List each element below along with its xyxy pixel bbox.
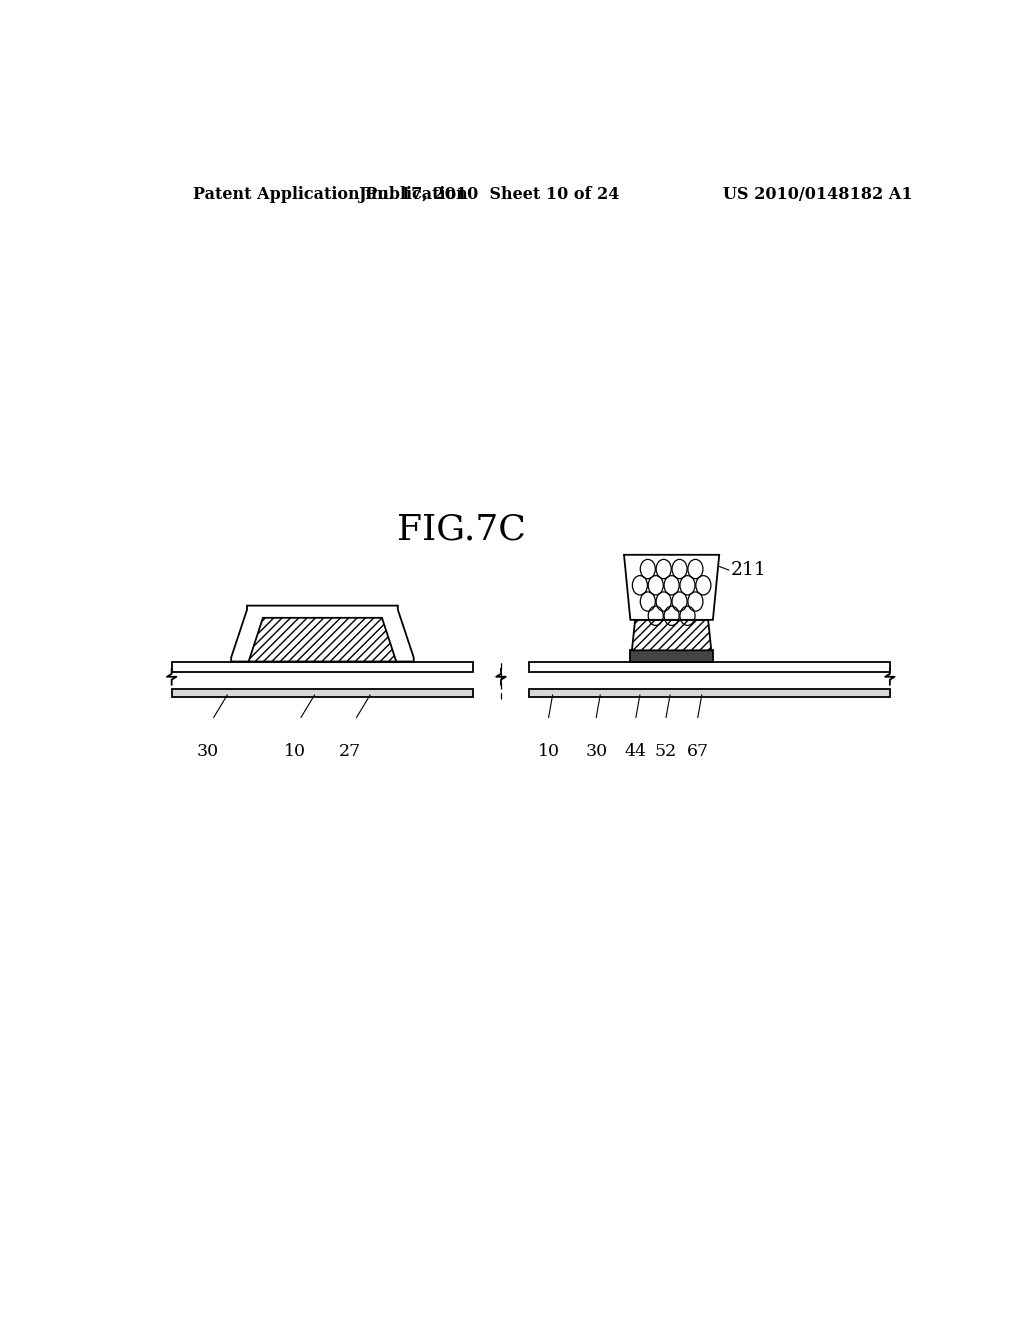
Text: 67: 67 [687, 743, 709, 760]
Text: 52: 52 [655, 743, 677, 760]
Polygon shape [632, 620, 712, 651]
Text: 30: 30 [585, 743, 607, 760]
Bar [631, 651, 713, 661]
Bar [528, 661, 890, 672]
Text: 44: 44 [625, 743, 647, 760]
Bar [172, 689, 473, 697]
Text: 10: 10 [538, 743, 559, 760]
Text: US 2010/0148182 A1: US 2010/0148182 A1 [723, 186, 912, 203]
Bar [172, 661, 473, 672]
Text: 30: 30 [197, 743, 218, 760]
Polygon shape [624, 554, 719, 620]
Text: 211: 211 [731, 561, 767, 579]
Polygon shape [249, 618, 396, 661]
Text: 10: 10 [284, 743, 305, 760]
Polygon shape [231, 606, 414, 661]
Text: Patent Application Publication: Patent Application Publication [194, 186, 468, 203]
Bar [528, 689, 890, 697]
Text: 27: 27 [339, 743, 361, 760]
Text: Jun. 17, 2010  Sheet 10 of 24: Jun. 17, 2010 Sheet 10 of 24 [358, 186, 620, 203]
Text: FIG.7C: FIG.7C [397, 512, 525, 546]
